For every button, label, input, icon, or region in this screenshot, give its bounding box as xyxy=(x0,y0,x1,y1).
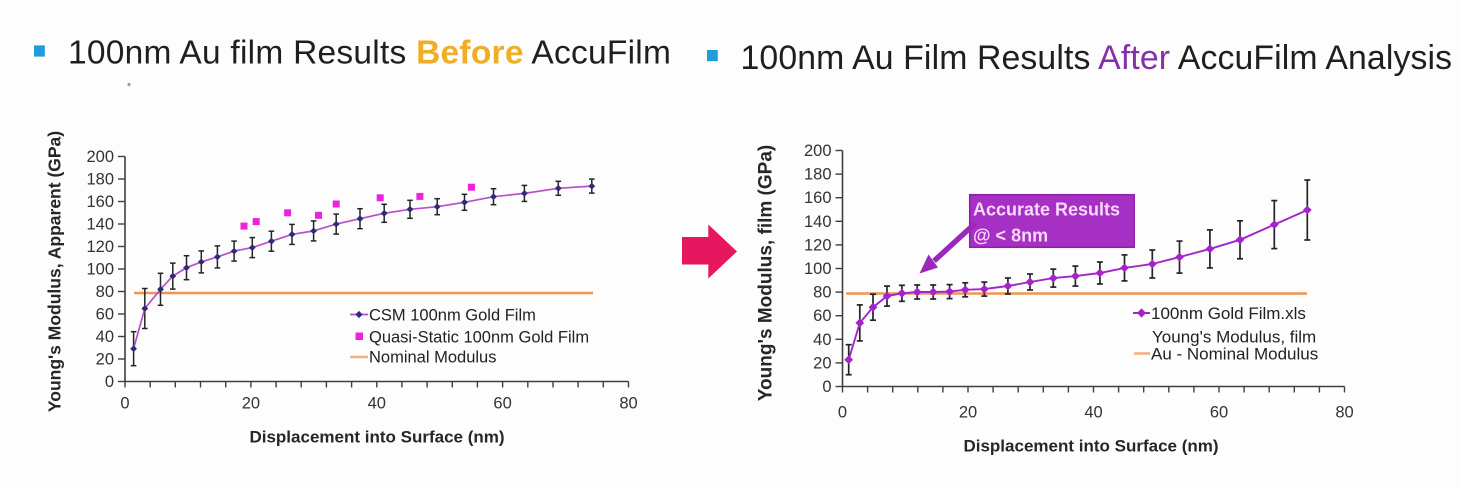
svg-text:120: 120 xyxy=(86,238,114,256)
svg-text:40: 40 xyxy=(368,395,386,413)
svg-text:Young's Modulus, film: Young's Modulus, film xyxy=(1152,328,1316,347)
svg-text:80: 80 xyxy=(1335,404,1353,422)
svg-text:120: 120 xyxy=(804,236,832,254)
svg-text:0: 0 xyxy=(120,395,129,413)
svg-text:40: 40 xyxy=(1084,404,1102,422)
svg-text:200: 200 xyxy=(86,148,114,166)
svg-text:CSM 100nm Gold Film: CSM 100nm Gold Film xyxy=(369,307,536,325)
svg-text:0: 0 xyxy=(105,373,114,391)
svg-text:40: 40 xyxy=(813,331,831,349)
svg-text:20: 20 xyxy=(959,404,977,422)
svg-text:Young's Modulus, Apparent (GPa: Young's Modulus, Apparent (GPa) xyxy=(45,131,65,412)
svg-text:0: 0 xyxy=(822,378,831,396)
svg-text:Nominal Modulus: Nominal Modulus xyxy=(369,349,496,367)
svg-text:@ < 8nm: @ < 8nm xyxy=(973,226,1048,246)
svg-text:160: 160 xyxy=(86,193,114,211)
svg-text:20: 20 xyxy=(813,354,831,372)
svg-text:180: 180 xyxy=(804,166,832,184)
svg-text:80: 80 xyxy=(619,395,637,413)
svg-text:80: 80 xyxy=(96,283,114,301)
svg-text:20: 20 xyxy=(242,395,260,413)
svg-text:160: 160 xyxy=(804,189,832,207)
svg-text:Quasi-Static 100nm Gold Film: Quasi-Static 100nm Gold Film xyxy=(369,329,589,347)
svg-text:180: 180 xyxy=(86,171,114,189)
svg-text:Au - Nominal Modulus: Au - Nominal Modulus xyxy=(1151,345,1318,364)
svg-text:100: 100 xyxy=(86,261,114,279)
svg-text:0: 0 xyxy=(838,404,847,422)
svg-text:40: 40 xyxy=(96,328,114,346)
svg-text:200: 200 xyxy=(804,142,832,160)
svg-text:80: 80 xyxy=(813,284,831,302)
svg-text:60: 60 xyxy=(96,306,114,324)
svg-text:100nm Gold Film.xls: 100nm Gold Film.xls xyxy=(1151,304,1306,323)
svg-text:60: 60 xyxy=(813,307,831,325)
svg-text:60: 60 xyxy=(1210,404,1228,422)
svg-text:20: 20 xyxy=(96,351,114,369)
svg-text:Displacement into Surface (nm): Displacement into Surface (nm) xyxy=(249,428,504,447)
svg-text:Displacement into Surface (nm): Displacement into Surface (nm) xyxy=(963,437,1218,456)
svg-text:Accurate Results: Accurate Results xyxy=(973,200,1120,220)
svg-text:140: 140 xyxy=(804,213,832,231)
svg-text:140: 140 xyxy=(86,216,114,234)
svg-text:100nm Au Film Results After Ac: 100nm Au Film Results After AccuFilm Ana… xyxy=(741,39,1453,77)
svg-text:60: 60 xyxy=(493,395,511,413)
svg-text:Young's Modulus, film (GPa): Young's Modulus, film (GPa) xyxy=(756,145,777,401)
svg-text:100: 100 xyxy=(804,260,832,278)
svg-text:100nm Au film Results Before A: 100nm Au film Results Before AccuFilm xyxy=(68,35,671,72)
